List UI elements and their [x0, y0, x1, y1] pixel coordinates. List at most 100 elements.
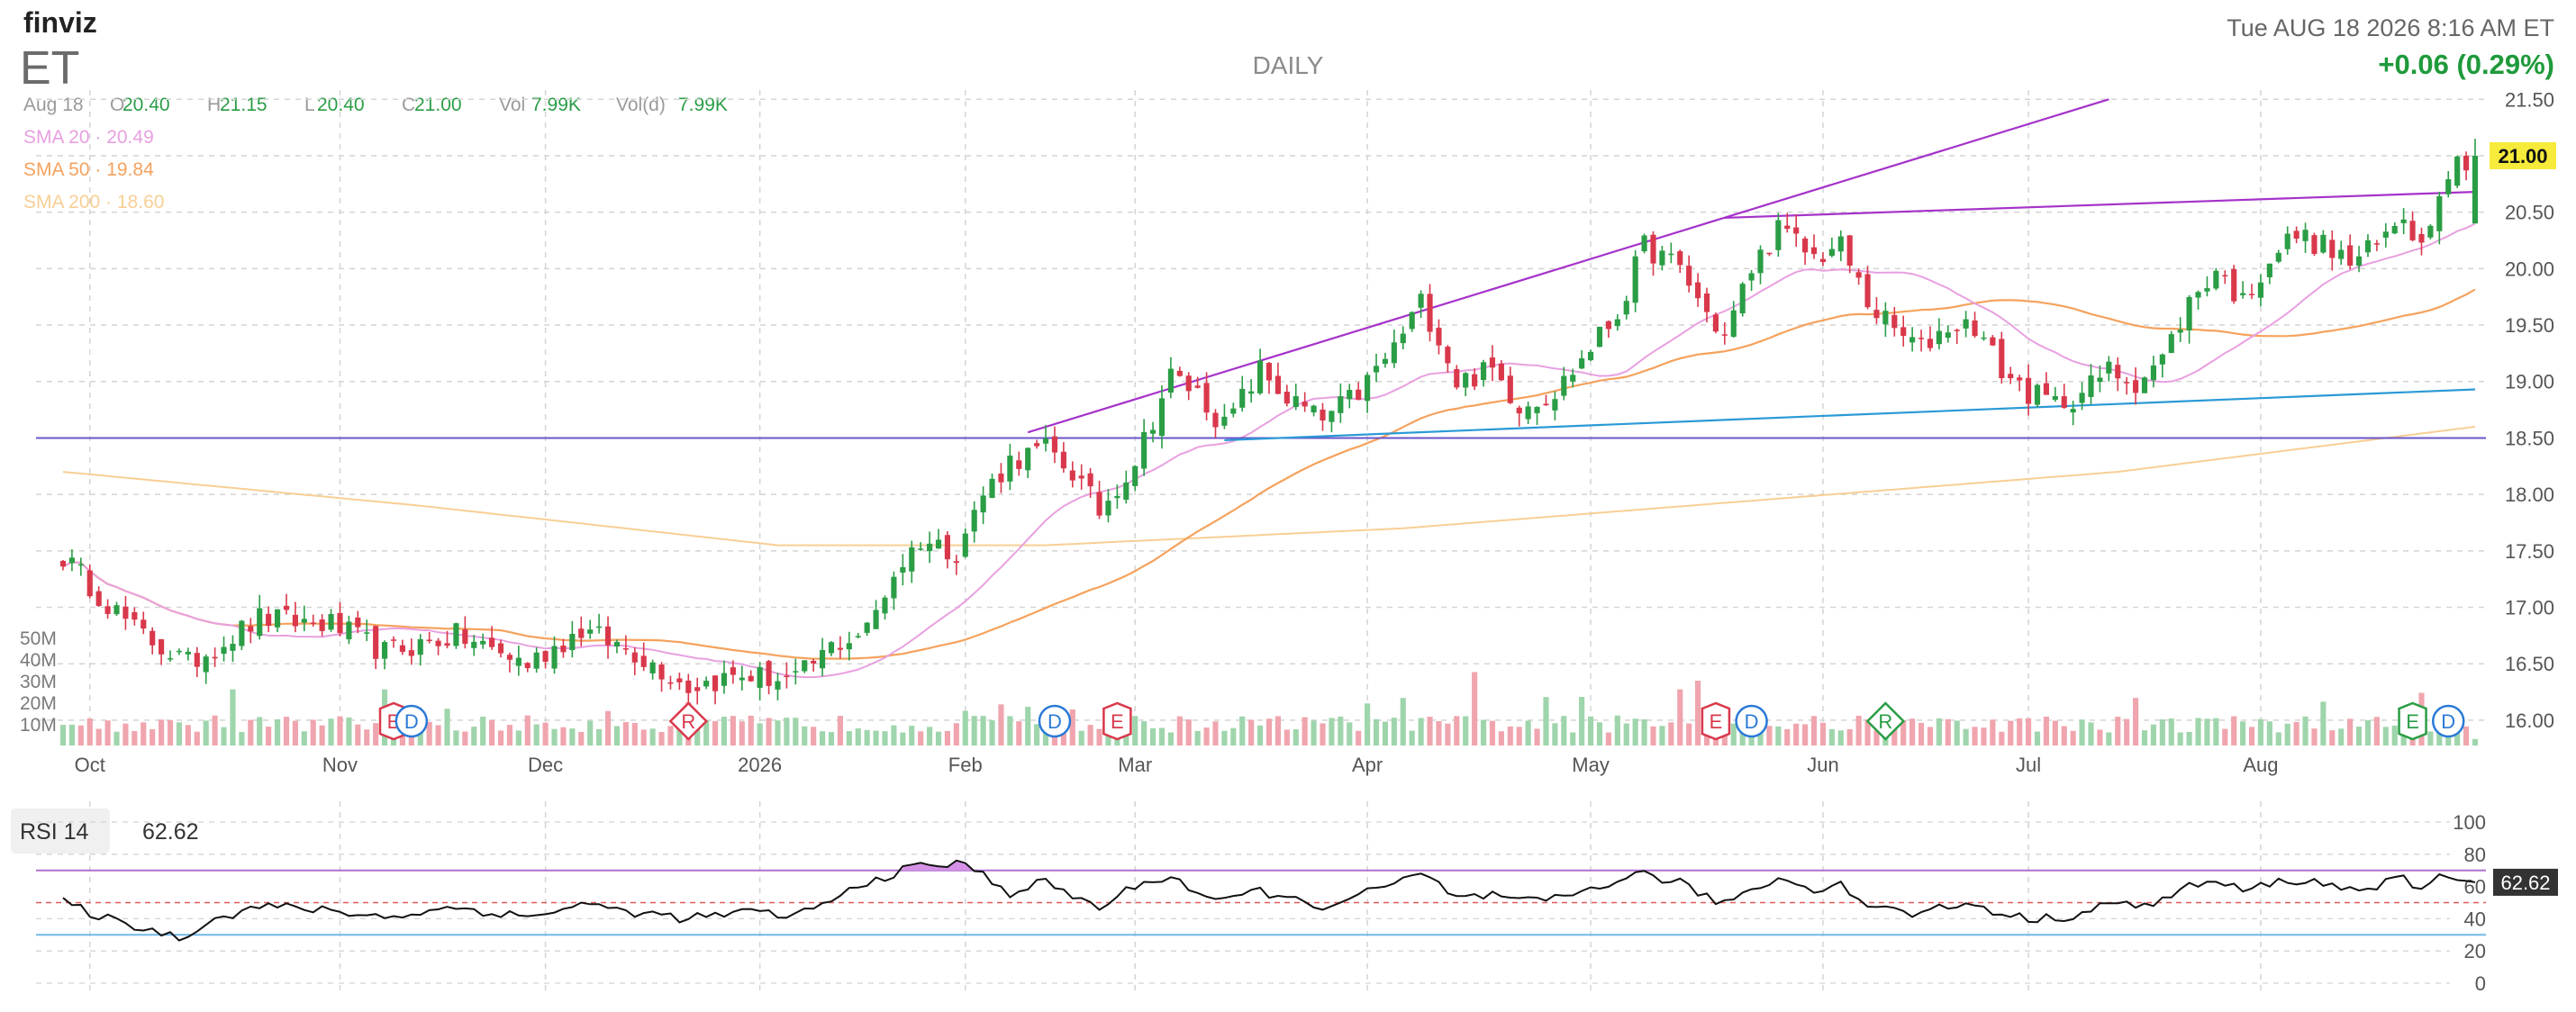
- candle-body: [784, 675, 790, 678]
- sma-lines: [62, 222, 2476, 679]
- candle-body: [1891, 314, 1898, 329]
- candle-body: [435, 640, 441, 646]
- volume-bar: [1472, 672, 1478, 745]
- volume-bar: [1427, 717, 1433, 745]
- volume-bar: [364, 729, 370, 745]
- candle-body: [2293, 230, 2299, 239]
- finviz-logo[interactable]: finviz: [23, 6, 97, 39]
- volume-bar: [1900, 720, 1907, 745]
- ticker-symbol: ET: [20, 42, 79, 95]
- volume-bar: [489, 719, 495, 745]
- candle-body: [1534, 406, 1540, 413]
- candle-body: [1141, 431, 1147, 469]
- candle-body: [676, 678, 683, 682]
- candle-body: [1659, 250, 1665, 266]
- candle-body: [1230, 408, 1237, 414]
- candle-body: [1114, 495, 1120, 499]
- event-earnings-icon: [1701, 701, 1731, 741]
- candle-body: [1158, 398, 1166, 437]
- candle-body: [551, 646, 558, 669]
- candle-body: [1677, 251, 1683, 266]
- volume-bar: [1981, 727, 1987, 745]
- volume-bar: [212, 715, 218, 745]
- candle-body: [1552, 399, 1558, 411]
- volume-bar: [2302, 716, 2308, 745]
- candle-body: [1087, 473, 1093, 487]
- candle-body: [159, 638, 165, 655]
- volume-bar: [1078, 730, 1084, 745]
- candle-body: [1311, 405, 1317, 413]
- candle-body: [292, 614, 298, 627]
- volume-bar: [328, 718, 334, 745]
- candle-body: [2302, 230, 2308, 241]
- volume-bar: [846, 731, 852, 745]
- volume-bar: [1356, 730, 1362, 745]
- candle-body: [953, 561, 959, 564]
- candle-body: [1069, 470, 1075, 481]
- candle-body: [2141, 377, 2148, 393]
- x-tick-label: Nov: [322, 754, 358, 776]
- volume-bar: [1579, 697, 1585, 745]
- candle-body: [1248, 391, 1255, 394]
- candle-body: [1373, 366, 1380, 373]
- volume-bar: [551, 728, 558, 745]
- volume-bar: [1194, 730, 1201, 745]
- candle-body: [1239, 388, 1246, 408]
- candle-body: [381, 642, 388, 659]
- rsi-value: 62.62: [142, 819, 199, 845]
- candle-body: [1846, 235, 1853, 267]
- volume-bar: [1695, 681, 1701, 745]
- candle-body: [2231, 268, 2237, 302]
- candle-body: [1882, 311, 1889, 325]
- volume-bar: [533, 724, 540, 745]
- sma-legend-item: SMA 200 · 18.60: [23, 192, 164, 212]
- candle-body: [1972, 320, 1978, 337]
- candle-body: [1132, 465, 1138, 486]
- candle-body: [1918, 338, 1925, 339]
- candle-body: [2418, 233, 2425, 243]
- x-tick-label: May: [1572, 754, 1610, 776]
- candle-body: [1498, 363, 1504, 381]
- candle-body: [373, 626, 379, 659]
- candle-body: [2115, 365, 2121, 379]
- candle-body: [1981, 337, 1987, 339]
- volume-bar: [497, 730, 504, 745]
- volume-bar: [2061, 726, 2067, 745]
- candle-body: [1614, 319, 1620, 327]
- volume-bar: [2124, 718, 2130, 745]
- candle-body: [2186, 296, 2192, 331]
- volume-bar: [1203, 727, 1210, 745]
- rsi-tick-label: 100: [2453, 811, 2486, 834]
- event-label: R: [681, 710, 695, 733]
- volume-bar: [2320, 701, 2327, 745]
- candle-body: [497, 643, 504, 654]
- candle-body: [1185, 375, 1192, 392]
- volume-bar: [2168, 718, 2174, 745]
- volume-bar: [1990, 719, 1996, 745]
- candle-body: [2445, 179, 2452, 194]
- lower-trend-line: [1224, 388, 2476, 442]
- sma-legend-item: SMA 20 · 20.49: [23, 127, 154, 148]
- volume-bar: [2240, 721, 2246, 745]
- candle-body: [793, 671, 799, 673]
- candle-body: [2168, 334, 2174, 353]
- volume-bar: [971, 716, 977, 745]
- candle-body: [766, 661, 772, 686]
- volume-bar: [1570, 732, 1576, 745]
- candle-body: [998, 473, 1004, 483]
- candle-body: [578, 628, 585, 638]
- x-axis: Oct Nov Dec 2026 Feb Mar Apr May Jun Jul Aug: [75, 754, 2279, 776]
- volume-bar: [2070, 730, 2076, 745]
- volume-bar: [1596, 722, 1603, 745]
- rsi-tick-label: 0: [2475, 972, 2486, 995]
- volume-bar: [435, 725, 441, 745]
- candle-body: [2097, 377, 2103, 382]
- candle-body: [560, 646, 567, 653]
- candle-body: [1489, 357, 1496, 368]
- volume-bar: [337, 716, 343, 745]
- candle-body: [2364, 239, 2372, 253]
- candle-body: [2382, 231, 2389, 238]
- rsi-tick-label: 40: [2464, 908, 2486, 930]
